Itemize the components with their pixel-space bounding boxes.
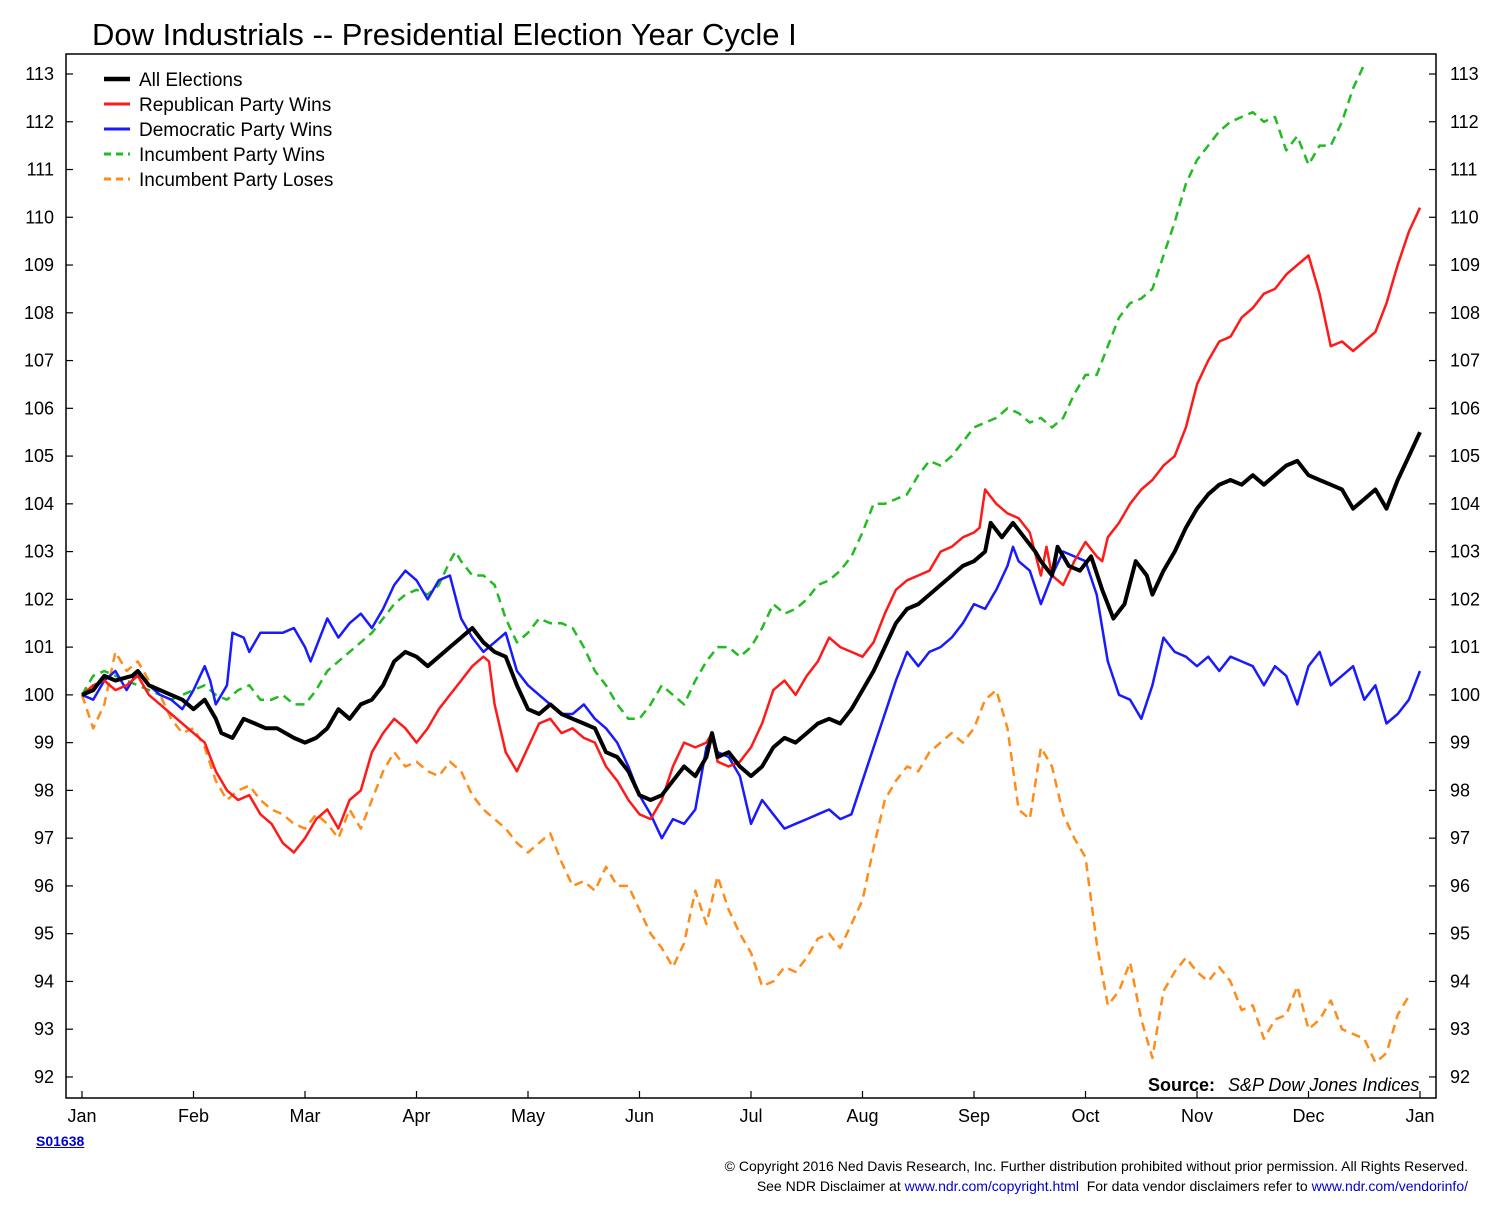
x-tick-label: Mar: [290, 1106, 321, 1126]
chart-code-link[interactable]: S01638: [36, 1133, 85, 1149]
disclaimer-prefix: See NDR Disclaimer at: [756, 1178, 905, 1194]
x-tick-label: Feb: [178, 1106, 209, 1126]
y-tick-label-left: 112: [25, 112, 54, 132]
copyright-text: © Copyright 2016 Ned Davis Research, Inc…: [724, 1158, 1468, 1174]
footer: © Copyright 2016 Ned Davis Research, Inc…: [725, 1156, 1468, 1196]
source-label: Source:: [1148, 1075, 1215, 1095]
legend: All Elections Republican Party Wins Democr…: [104, 70, 333, 191]
series-line-incumbent-party-wins: [80, 63, 1366, 721]
y-tick-label-left: 104: [24, 494, 54, 514]
chart-title: Dow Industrials -- Presidential Election…: [92, 17, 797, 52]
y-tick-label-left: 106: [24, 398, 54, 418]
y-tick-label-right: 107: [1450, 351, 1480, 371]
y-tick-label-right: 112: [1450, 112, 1479, 132]
y-tick-label-left: 107: [24, 351, 54, 371]
series-line-all-elections: [81, 431, 1422, 802]
y-tick-label-right: 96: [1450, 876, 1470, 896]
x-tick-label: Oct: [1071, 1106, 1099, 1126]
y-tick-label-right: 110: [1450, 207, 1479, 227]
y-tick-label-left: 96: [34, 876, 54, 896]
y-axis-left: 92 93 94 95 96 97 98 99 100 101 102 103 104 105 106 107…: [24, 64, 73, 1087]
legend-label: Incumbent Party Wins: [139, 145, 325, 166]
y-tick-label-right: 97: [1450, 828, 1470, 848]
legend-label: Republican Party Wins: [139, 95, 331, 116]
y-tick-label-left: 111: [27, 160, 54, 180]
y-tick-label-right: 98: [1450, 780, 1470, 800]
source-text: S&P Dow Jones Indices: [1228, 1075, 1419, 1095]
y-tick-label-left: 102: [24, 589, 54, 609]
y-tick-label-right: 111: [1450, 160, 1477, 180]
y-tick-label-right: 103: [1450, 542, 1480, 562]
x-tick-label: Dec: [1292, 1106, 1324, 1126]
disclaimer-line: See NDR Disclaimer at www.ndr.com/copyri…: [725, 1176, 1468, 1196]
x-tick-label: Jul: [739, 1106, 762, 1126]
y-tick-label-right: 100: [1450, 685, 1480, 705]
y-tick-label-left: 103: [24, 542, 54, 562]
y-tick-label-right: 106: [1450, 398, 1480, 418]
y-tick-label-right: 104: [1450, 494, 1480, 514]
x-tick-label: May: [511, 1106, 545, 1126]
y-tick-label-right: 105: [1450, 446, 1480, 466]
legend-label: All Elections: [139, 70, 243, 91]
y-tick-label-left: 92: [34, 1067, 54, 1087]
x-tick-label: Aug: [846, 1106, 878, 1126]
y-axis-right: 92 93 94 95 96 97 98 99 100 101 102 103 104 105 106 107…: [1429, 64, 1480, 1087]
legend-label: Democratic Party Wins: [139, 120, 332, 141]
y-tick-label-right: 95: [1450, 924, 1470, 944]
y-tick-label-right: 109: [1450, 255, 1480, 275]
y-tick-label-right: 102: [1450, 589, 1480, 609]
y-tick-label-right: 94: [1450, 971, 1470, 991]
y-tick-label-right: 113: [1450, 64, 1479, 84]
y-tick-label-left: 93: [34, 1019, 54, 1039]
vendor-info-link[interactable]: www.ndr.com/vendorinfo/: [1311, 1178, 1468, 1194]
disclaimer-mid: For data vendor disclaimers refer to: [1078, 1178, 1312, 1194]
legend-label: Incumbent Party Loses: [139, 170, 333, 191]
y-tick-label-left: 109: [24, 255, 54, 275]
y-tick-label-right: 108: [1450, 303, 1480, 323]
x-tick-label: Jun: [625, 1106, 654, 1126]
x-tick-label: Jan: [67, 1106, 96, 1126]
copyright-link[interactable]: www.ndr.com/copyright.html: [904, 1178, 1079, 1194]
x-tick-label: Apr: [402, 1106, 430, 1126]
x-tick-label: Sep: [958, 1106, 990, 1126]
y-tick-label-left: 95: [34, 924, 54, 944]
y-tick-label-left: 105: [24, 446, 54, 466]
y-tick-label-left: 113: [25, 64, 54, 84]
plot-frame: [65, 53, 1437, 1099]
y-tick-label-left: 100: [24, 685, 54, 705]
y-tick-label-left: 110: [25, 207, 54, 227]
y-tick-label-right: 92: [1450, 1067, 1470, 1087]
series-line-republican-party-wins: [81, 207, 1422, 854]
y-tick-label-right: 99: [1450, 733, 1470, 753]
series-line-democratic-party-wins: [81, 545, 1422, 840]
y-tick-label-right: 101: [1450, 637, 1480, 657]
series-line-incumbent-party-loses: [80, 650, 1410, 1064]
y-tick-label-left: 99: [34, 733, 54, 753]
x-axis: Jan Feb Mar Apr May Jun Jul Aug Sep Oct Nov Dec Jan: [67, 1091, 1435, 1126]
y-tick-label-left: 108: [24, 303, 54, 323]
x-tick-label: Nov: [1181, 1106, 1213, 1126]
y-tick-label-left: 98: [34, 780, 54, 800]
y-tick-label-left: 97: [34, 828, 54, 848]
y-tick-label-left: 94: [34, 971, 54, 991]
y-tick-label-right: 93: [1450, 1019, 1470, 1039]
series-group: [80, 63, 1422, 1064]
x-tick-label: Jan: [1405, 1106, 1434, 1126]
y-tick-label-left: 101: [24, 637, 54, 657]
